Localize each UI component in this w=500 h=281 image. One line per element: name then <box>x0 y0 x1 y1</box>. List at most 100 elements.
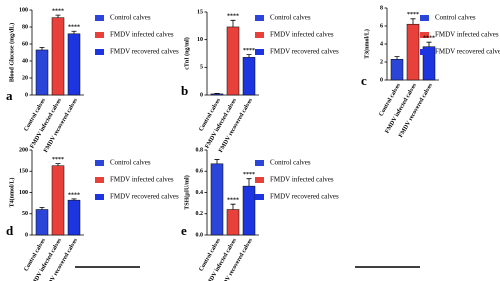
legend-swatch <box>255 160 264 166</box>
significance: **** <box>243 172 255 178</box>
y-tick-label: 0.4 <box>196 190 204 196</box>
panel-letter: c <box>361 73 367 88</box>
y-axis-label: TSH(µIU/ml) <box>183 175 190 209</box>
y-tick-label: 60 <box>22 41 28 47</box>
significance: **** <box>52 157 64 163</box>
y-tick-label: 0.8 <box>196 147 204 153</box>
error-bar <box>55 163 61 166</box>
bar <box>67 199 81 236</box>
y-tick-label: 0.2 <box>196 211 204 217</box>
bar <box>35 209 49 236</box>
legend-label: FMDV recovered calves <box>270 193 339 201</box>
y-tick-label: 50 <box>22 211 28 217</box>
y-tick-label: 2 <box>380 59 383 65</box>
bar <box>390 59 404 81</box>
legend-label: FMDV recovered calves <box>435 48 500 56</box>
bar <box>210 163 224 236</box>
bar <box>226 26 240 96</box>
panel-letter: b <box>181 83 188 98</box>
legend-swatch <box>95 49 104 55</box>
error-bar <box>246 54 252 58</box>
error-bar <box>71 30 77 34</box>
y-tick-label: 100 <box>19 190 28 196</box>
error-bar <box>39 206 45 210</box>
y-tick-label: 0 <box>25 92 28 98</box>
error-bar <box>39 47 45 50</box>
legend-swatch <box>255 32 264 38</box>
error-bar <box>230 203 236 210</box>
significance: **** <box>68 192 80 198</box>
legend-swatch <box>255 177 264 183</box>
legend-swatch <box>255 15 264 21</box>
y-tick-label: 0.6 <box>196 169 204 175</box>
error-bar <box>214 92 220 94</box>
significance: **** <box>52 8 64 14</box>
legend-swatch <box>255 49 264 55</box>
legend-swatch <box>255 194 264 200</box>
legend-swatch <box>420 49 429 55</box>
y-tick-label: 5 <box>200 65 203 71</box>
y-tick-label: 15 <box>197 9 203 15</box>
legend-label: Control calves <box>270 159 311 167</box>
bar <box>51 17 65 96</box>
legend-label: Control calves <box>110 14 151 22</box>
y-tick-label: 40 <box>22 58 28 64</box>
legend-label: FMDV infected calves <box>270 176 334 184</box>
panel-letter: a <box>6 88 13 103</box>
y-tick-label: 0 <box>380 77 383 83</box>
bar <box>51 165 65 236</box>
y-tick-label: 200 <box>19 147 28 153</box>
error-bar <box>410 18 416 25</box>
legend-label: Control calves <box>435 14 476 22</box>
legend-label: FMDV recovered calves <box>110 193 179 201</box>
legend-label: FMDV infected calves <box>110 31 174 39</box>
legend-label: FMDV infected calves <box>270 31 334 39</box>
significance: **** <box>227 14 239 20</box>
legend-label: FMDV recovered calves <box>110 48 179 56</box>
bar <box>242 185 256 236</box>
significance: **** <box>423 36 435 42</box>
legend-swatch <box>420 32 429 38</box>
legend-label: FMDV infected calves <box>435 31 499 39</box>
panel-letter: d <box>6 223 14 238</box>
bar <box>67 33 81 96</box>
panel-letter: e <box>181 223 187 238</box>
y-axis-label: Blood Glucose (mg/dL) <box>8 23 15 82</box>
y-tick-label: 80 <box>22 24 28 30</box>
y-tick-label: 6 <box>380 23 383 29</box>
bar <box>226 209 240 236</box>
significance: **** <box>407 12 419 18</box>
bar <box>210 93 224 96</box>
legend-swatch <box>95 160 104 166</box>
legend-swatch <box>95 194 104 200</box>
y-tick-label: 8 <box>380 5 383 11</box>
error-bar <box>426 41 432 47</box>
legend-label: FMDV recovered calves <box>270 48 339 56</box>
bar <box>242 57 256 96</box>
significance: **** <box>243 48 255 54</box>
significance: **** <box>227 198 239 204</box>
legend-swatch <box>95 177 104 183</box>
y-tick-label: 0.0 <box>196 232 204 238</box>
y-axis-label: T4(nmol/L) <box>8 178 15 208</box>
error-bar <box>394 56 400 60</box>
y-tick-label: 0 <box>25 232 28 238</box>
legend-swatch <box>420 15 429 21</box>
y-axis-label: T3(nmol/L) <box>363 29 370 59</box>
legend-swatch <box>95 32 104 38</box>
significance: **** <box>68 25 80 31</box>
y-tick-label: 4 <box>380 41 383 47</box>
y-tick-label: 0 <box>200 92 203 98</box>
y-tick-label: 10 <box>197 37 203 43</box>
error-bar <box>214 159 220 164</box>
y-axis-label: cTnI (ng/ml) <box>183 37 190 70</box>
y-tick-label: 100 <box>19 7 28 13</box>
legend-label: Control calves <box>110 159 151 167</box>
legend-label: FMDV infected calves <box>110 176 174 184</box>
error-bar <box>230 19 236 27</box>
legend-label: Control calves <box>270 14 311 22</box>
bar <box>35 49 49 96</box>
error-bar <box>55 14 61 18</box>
y-tick-label: 20 <box>22 75 28 81</box>
